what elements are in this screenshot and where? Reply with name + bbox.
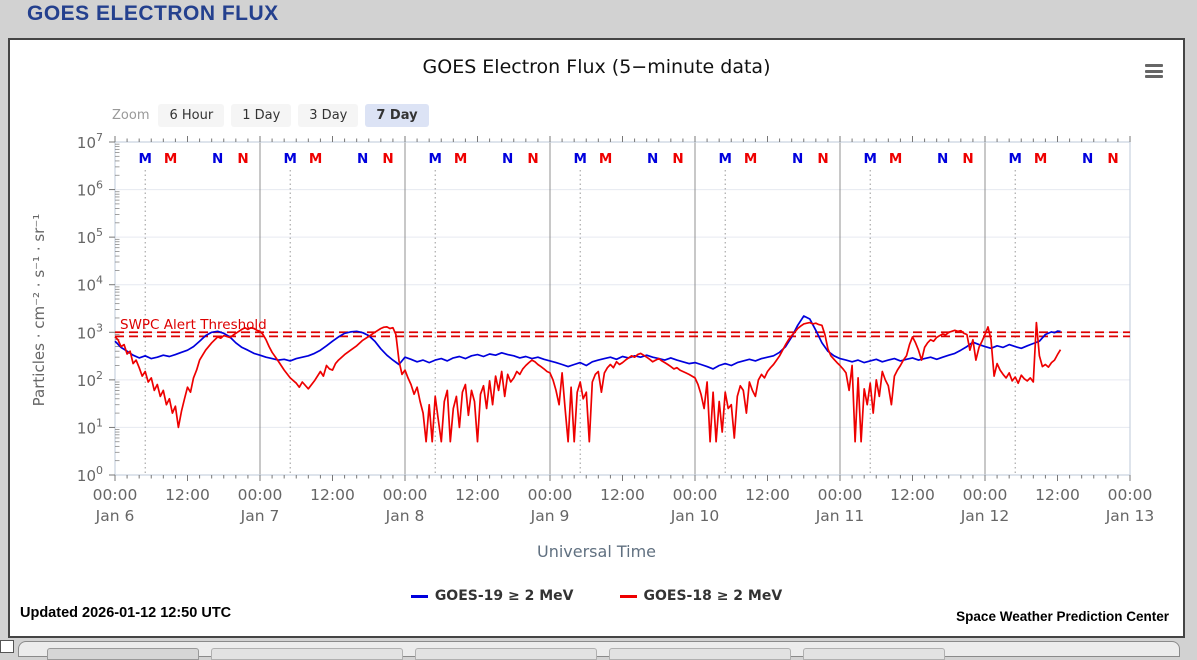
svg-text:N: N bbox=[212, 151, 223, 167]
svg-text:N: N bbox=[502, 151, 513, 167]
svg-text:M: M bbox=[889, 151, 902, 167]
svg-text:N: N bbox=[962, 151, 973, 167]
svg-text:M: M bbox=[718, 151, 731, 167]
threshold-label: SWPC Alert Threshold bbox=[120, 317, 267, 333]
svg-text:12:00: 12:00 bbox=[745, 486, 790, 504]
y-axis-title: Particles · cm⁻² · s⁻¹ · sr⁻¹ bbox=[30, 213, 48, 407]
svg-text:Jan 7: Jan 7 bbox=[240, 507, 280, 525]
svg-text:M: M bbox=[599, 151, 612, 167]
chart-title: GOES Electron Flux (5−minute data) bbox=[422, 56, 771, 78]
bottom-tab-row bbox=[47, 648, 945, 660]
svg-text:00:00: 00:00 bbox=[383, 486, 428, 504]
bottom-panel bbox=[18, 641, 1180, 660]
svg-text:N: N bbox=[672, 151, 683, 167]
svg-text:N: N bbox=[817, 151, 828, 167]
svg-text:N: N bbox=[1082, 151, 1093, 167]
svg-text:M: M bbox=[283, 151, 296, 167]
svg-text:M: M bbox=[138, 151, 151, 167]
zoom-button-3day[interactable]: 3 Day bbox=[298, 104, 359, 127]
svg-text:N: N bbox=[647, 151, 658, 167]
svg-text:N: N bbox=[382, 151, 393, 167]
svg-text:103: 103 bbox=[77, 321, 103, 342]
svg-text:107: 107 bbox=[77, 131, 103, 152]
svg-text:Jan 9: Jan 9 bbox=[530, 507, 570, 525]
svg-text:Jan 12: Jan 12 bbox=[960, 507, 1010, 525]
svg-text:M: M bbox=[1034, 151, 1047, 167]
svg-text:Jan 11: Jan 11 bbox=[815, 507, 865, 525]
svg-text:00:00: 00:00 bbox=[818, 486, 863, 504]
bottom-tab[interactable] bbox=[415, 648, 597, 660]
svg-text:N: N bbox=[357, 151, 368, 167]
svg-text:M: M bbox=[573, 151, 586, 167]
svg-text:104: 104 bbox=[77, 274, 103, 295]
svg-text:105: 105 bbox=[77, 226, 103, 247]
range-selector: Zoom 6 Hour 1 Day 3 Day 7 Day bbox=[112, 104, 429, 127]
svg-text:M: M bbox=[428, 151, 441, 167]
zoom-button-6hour[interactable]: 6 Hour bbox=[158, 104, 225, 127]
bottom-tab[interactable] bbox=[211, 648, 403, 660]
svg-text:N: N bbox=[1107, 151, 1118, 167]
legend-item-goes19[interactable]: GOES-19 ≥ 2 MeV bbox=[410, 588, 574, 604]
legend-label-goes18: GOES-18 ≥ 2 MeV bbox=[643, 588, 783, 604]
chart-card: GOES Electron Flux (5−minute data) Zoom … bbox=[8, 38, 1185, 638]
svg-text:100: 100 bbox=[77, 464, 103, 485]
goes19-line-swatch bbox=[410, 594, 428, 598]
zoom-button-1day[interactable]: 1 Day bbox=[231, 104, 292, 127]
page-title: GOES ELECTRON FLUX bbox=[27, 2, 279, 25]
svg-text:00:00: 00:00 bbox=[238, 486, 283, 504]
svg-text:12:00: 12:00 bbox=[455, 486, 500, 504]
hamburger-menu-icon[interactable] bbox=[1145, 64, 1163, 78]
svg-text:M: M bbox=[164, 151, 177, 167]
svg-text:N: N bbox=[937, 151, 948, 167]
svg-text:M: M bbox=[309, 151, 322, 167]
svg-text:N: N bbox=[527, 151, 538, 167]
electron-flux-plot[interactable]: 100 101 102 103 104 105 106 107 00:00 Jan 6 12:00 0… bbox=[10, 40, 1187, 580]
svg-text:M: M bbox=[863, 151, 876, 167]
svg-text:00:00: 00:00 bbox=[1108, 486, 1153, 504]
bottom-tab[interactable] bbox=[803, 648, 945, 660]
svg-text:00:00: 00:00 bbox=[93, 486, 138, 504]
svg-text:N: N bbox=[237, 151, 248, 167]
credit-text: Space Weather Prediction Center bbox=[956, 609, 1169, 624]
svg-text:102: 102 bbox=[77, 369, 103, 390]
svg-text:M: M bbox=[1008, 151, 1021, 167]
svg-text:Jan 6: Jan 6 bbox=[95, 507, 135, 525]
svg-text:Jan 13: Jan 13 bbox=[1105, 507, 1155, 525]
svg-text:12:00: 12:00 bbox=[1035, 486, 1080, 504]
legend: GOES-19 ≥ 2 MeV GOES-18 ≥ 2 MeV bbox=[10, 588, 1183, 604]
svg-text:N: N bbox=[792, 151, 803, 167]
svg-text:00:00: 00:00 bbox=[673, 486, 718, 504]
updated-timestamp: Updated 2026-01-12 12:50 UTC bbox=[20, 605, 232, 621]
svg-text:12:00: 12:00 bbox=[890, 486, 935, 504]
svg-text:101: 101 bbox=[77, 416, 103, 437]
svg-text:Jan 8: Jan 8 bbox=[385, 507, 425, 525]
bottom-tab[interactable] bbox=[609, 648, 791, 660]
svg-text:12:00: 12:00 bbox=[310, 486, 355, 504]
legend-label-goes19: GOES-19 ≥ 2 MeV bbox=[434, 588, 574, 604]
goes18-line-swatch bbox=[619, 594, 637, 598]
zoom-button-7day[interactable]: 7 Day bbox=[365, 104, 429, 127]
svg-text:00:00: 00:00 bbox=[528, 486, 573, 504]
x-axis-title: Universal Time bbox=[536, 542, 656, 561]
legend-item-goes18[interactable]: GOES-18 ≥ 2 MeV bbox=[619, 588, 783, 604]
svg-text:M: M bbox=[454, 151, 467, 167]
svg-text:12:00: 12:00 bbox=[165, 486, 210, 504]
svg-text:12:00: 12:00 bbox=[600, 486, 645, 504]
svg-text:106: 106 bbox=[77, 179, 103, 200]
zoom-label: Zoom bbox=[112, 108, 150, 123]
svg-text:00:00: 00:00 bbox=[963, 486, 1008, 504]
left-edge-stub bbox=[0, 640, 14, 653]
bottom-tab[interactable] bbox=[47, 648, 199, 660]
svg-text:M: M bbox=[744, 151, 757, 167]
svg-text:Jan 10: Jan 10 bbox=[670, 507, 720, 525]
